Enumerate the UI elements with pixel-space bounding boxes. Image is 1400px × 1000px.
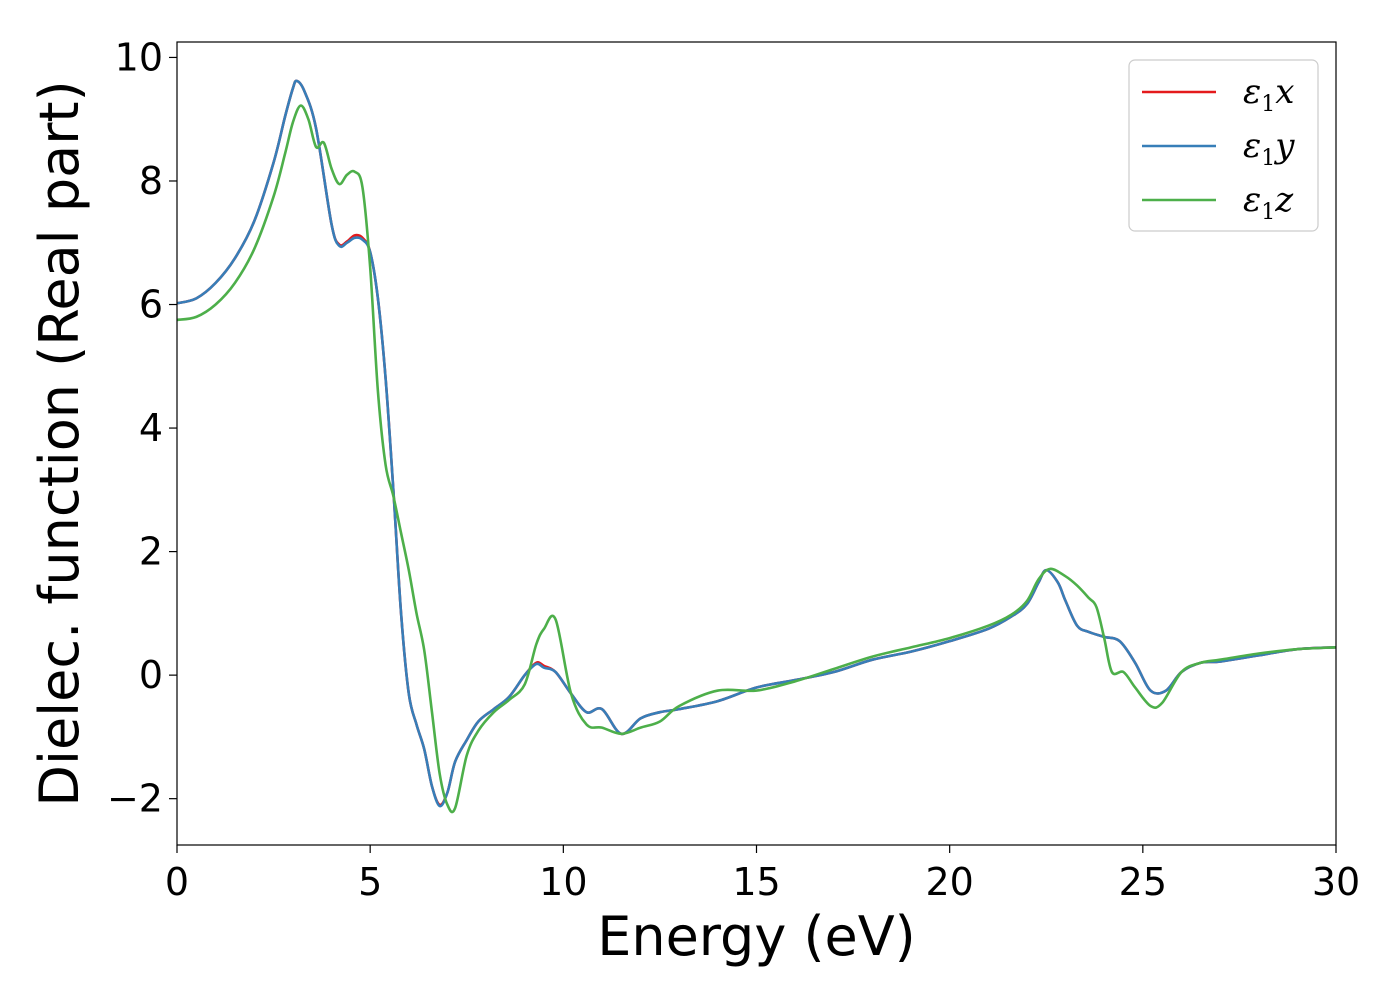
- x-tick-label: 5: [358, 860, 382, 904]
- x-axis-title: Energy (eV): [597, 905, 916, 968]
- legend-label-x: ε1x: [1243, 72, 1294, 117]
- legend: ε1x ε1y ε1z: [1128, 59, 1319, 232]
- y-axis-title: Dielec. function (Real part): [28, 80, 91, 806]
- y-tick-label: 0: [139, 653, 163, 697]
- x-tick-label: 10: [539, 860, 587, 904]
- y-tick-label: 4: [139, 406, 163, 450]
- y-tick-label: −2: [107, 777, 163, 821]
- x-tick-label: 25: [1119, 860, 1167, 904]
- x-tick-label: 0: [165, 860, 189, 904]
- series-layer: [177, 79, 1336, 814]
- legend-label-y: ε1y: [1243, 126, 1295, 171]
- y-tick-label: 2: [139, 530, 163, 574]
- series-line-z: [177, 104, 1336, 814]
- y-tick-label: 10: [115, 35, 163, 79]
- x-tick-label: 15: [732, 860, 780, 904]
- legend-label-z: ε1z: [1243, 180, 1294, 225]
- y-tick-label: 8: [139, 159, 163, 203]
- legend-box: [1128, 59, 1319, 232]
- x-tick-label: 30: [1312, 860, 1360, 904]
- y-axis-ticks: −2 0 2 4 6 8 10: [107, 35, 177, 821]
- x-axis-ticks: 0 5 10 15 20 25 30: [165, 845, 1360, 904]
- x-tick-label: 20: [925, 860, 973, 904]
- y-tick-label: 6: [139, 283, 163, 327]
- series-line-y: [177, 79, 1336, 808]
